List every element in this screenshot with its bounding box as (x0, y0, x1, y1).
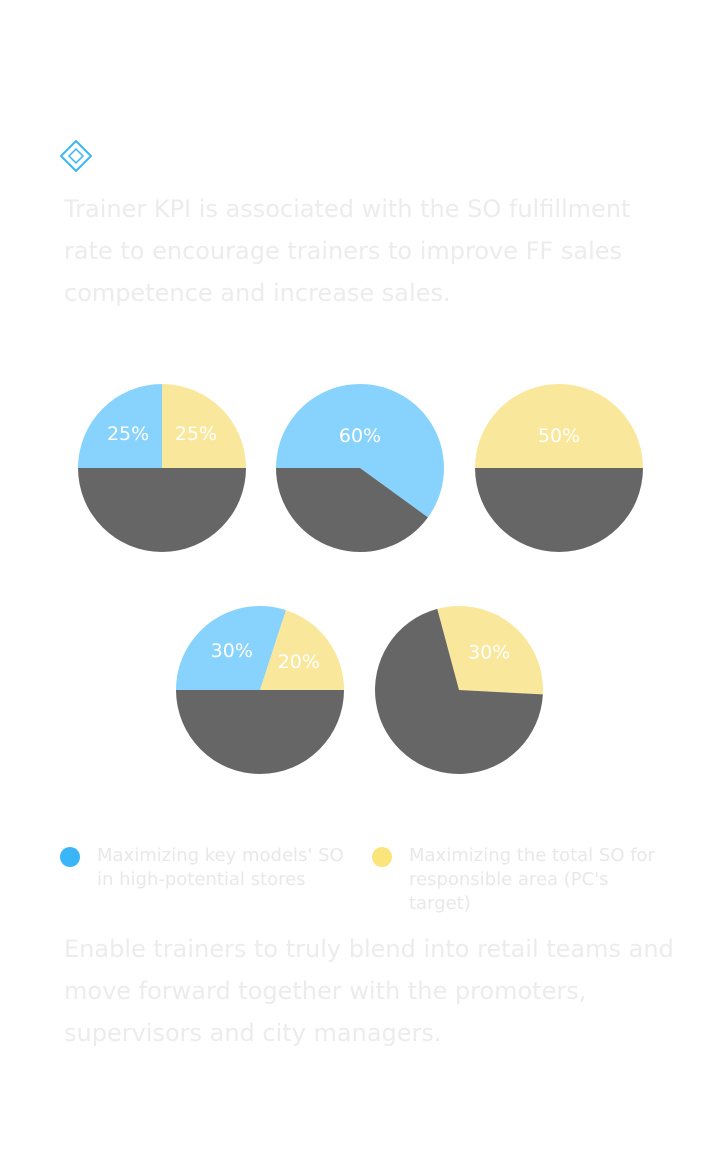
pie-charts: 25% 25% 60% 50% 30% 20% 30% (0, 330, 720, 810)
pie-4-slice-3 (176, 690, 344, 774)
legend-label-key-models: Maximizing key models' SO in high-potent… (97, 845, 344, 890)
pie-3-label-1: 50% (538, 425, 580, 447)
pie-1-slice-1 (78, 384, 162, 468)
pie-4-slice-1 (176, 606, 286, 690)
legend-label-total-so: Maximizing the total SO for responsible … (409, 845, 655, 914)
pie-1-label-2: 25% (175, 423, 217, 445)
page-heading (64, 74, 664, 122)
intro-paragraph: Trainer KPI is associated with the SO fu… (64, 195, 631, 307)
legend-item-key-models: Maximizing key models' SO in high-potent… (60, 844, 360, 900)
pie-2-slice-1 (276, 384, 444, 518)
legend-swatch-blue (60, 847, 80, 867)
pie-4-slice-2 (260, 610, 344, 690)
pie-chart-5: 30% (375, 606, 543, 775)
legend-swatch-yellow (372, 847, 392, 867)
pie-4-label-2: 20% (278, 651, 320, 673)
pie-5-slice-2 (375, 608, 543, 775)
pie-1-slice-3 (78, 468, 246, 552)
pie-chart-4: 30% 20% (176, 606, 344, 774)
pie-2-label-1: 60% (339, 425, 381, 447)
pie-4-label-1: 30% (211, 640, 253, 662)
pie-1-label-1: 25% (107, 423, 149, 445)
pie-chart-3: 50% (475, 384, 643, 552)
pie-3-slice-2 (475, 468, 643, 552)
pie-1-slice-2 (162, 384, 246, 468)
pie-chart-1: 25% 25% (78, 384, 246, 552)
pie-2-slice-2 (276, 468, 428, 552)
pie-5-label-1: 30% (468, 642, 510, 664)
pie-3-slice-1 (475, 384, 643, 468)
pie-5-slice-1 (437, 606, 543, 695)
pie-chart-2: 60% (276, 384, 444, 552)
closing-paragraph: Enable trainers to truly blend into reta… (64, 935, 674, 1047)
legend: Maximizing key models' SO in high-potent… (60, 844, 680, 914)
bullet-row (60, 140, 660, 176)
legend-item-total-so: Maximizing the total SO for responsible … (372, 844, 672, 914)
diamond-icon (60, 140, 92, 172)
pie-charts-svg: 25% 25% 60% 50% 30% 20% 30% (78, 384, 643, 775)
